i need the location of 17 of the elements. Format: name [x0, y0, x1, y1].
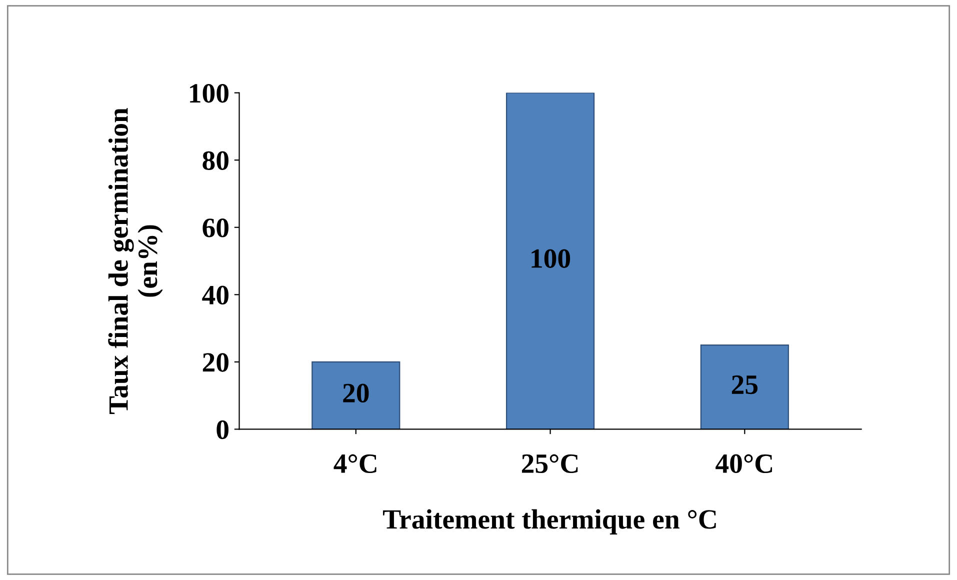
y-axis-title: Taux final de germination (en%) — [108, 108, 163, 414]
data-label: 20 — [343, 384, 369, 403]
y-tick-label: 100 — [190, 84, 228, 103]
y-tick-label: 80 — [202, 151, 228, 170]
bar — [700, 344, 789, 430]
bar — [506, 92, 595, 430]
y-tick-label: 0 — [216, 420, 228, 440]
data-label: 25 — [732, 375, 758, 394]
x-tick-label: 40°C — [716, 454, 772, 474]
x-tick-label: 25°C — [522, 454, 578, 474]
y-tick-label: 40 — [202, 286, 228, 305]
bar — [312, 361, 400, 430]
data-label: 100 — [532, 249, 570, 268]
y-tick-label: 60 — [202, 218, 228, 238]
x-tick-label: 4°C — [334, 454, 376, 474]
y-tick-label: 20 — [202, 353, 228, 372]
x-axis-title: Traitement thermique en °C — [383, 509, 716, 534]
